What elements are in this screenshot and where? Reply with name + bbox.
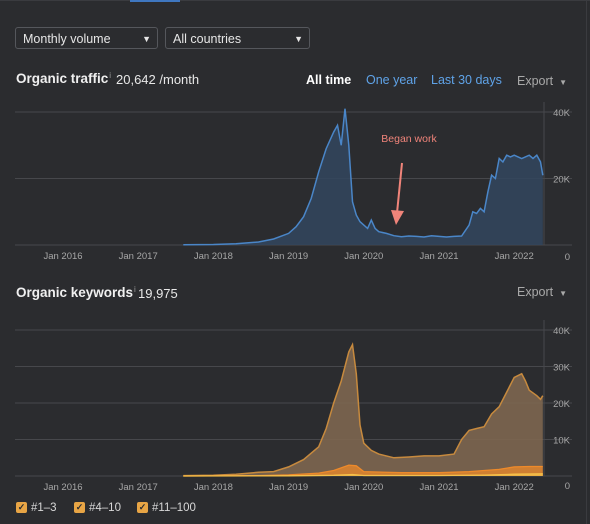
traffic-title-text: Organic traffic	[16, 71, 109, 86]
x-tick-label: Jan 2021	[419, 251, 458, 262]
caret-down-icon: ▼	[294, 34, 303, 44]
caret-down-icon: ▼	[559, 289, 568, 298]
traffic-export-label: Export	[517, 74, 554, 88]
annotation-arrowhead	[391, 210, 404, 225]
keywords-value: 19,975	[138, 286, 178, 301]
traffic-chart: 0 20K 40K Jan 2016 Jan 2017 Jan 2018 Jan 2019…	[15, 102, 572, 263]
series-pos11-100-line	[183, 342, 544, 477]
y-tick-label: 0	[565, 252, 570, 263]
keywords-title-text: Organic keywords	[16, 285, 134, 300]
series-pos4-10-line	[183, 464, 543, 477]
x-tick-label: Jan 2018	[194, 482, 233, 493]
x-tick-label: Jan 2018	[194, 251, 233, 262]
x-tick-label: Jan 2019	[269, 251, 308, 262]
x-tick-label: Jan 2016	[43, 482, 82, 493]
y-tick-label: 0	[565, 481, 570, 492]
country-select[interactable]: All countries ▼	[165, 27, 310, 49]
x-tick-label: Jan 2019	[269, 482, 308, 493]
checkbox-checked-icon[interactable]: ✓	[16, 502, 27, 514]
legend-item-pos11-100[interactable]: ✓ #11–100	[137, 502, 196, 516]
top-divider	[0, 0, 590, 1]
traffic-area	[183, 108, 543, 245]
x-tick-label: Jan 2022	[495, 251, 534, 262]
y-tick-label: 40K	[553, 108, 571, 119]
series-pos4-10-area	[183, 465, 543, 476]
traffic-export-button[interactable]: Export ▼	[517, 74, 567, 88]
keywords-title: Organic keywordsi	[16, 285, 136, 300]
range-one-year[interactable]: One year	[366, 73, 418, 87]
volume-select-value: Monthly volume	[23, 32, 111, 46]
series-pos1-3-line	[183, 473, 543, 477]
x-tick-label: Jan 2017	[119, 482, 158, 493]
keywords-chart: 0 10K 20K 30K 40K Jan 2016 Jan 2017 Jan 2018 Ja…	[15, 320, 572, 493]
active-tab-indicator	[130, 0, 180, 2]
traffic-value: 20,642 /month	[116, 72, 200, 87]
x-tick-label: Jan 2020	[344, 251, 383, 262]
legend-label: #1–3	[31, 502, 57, 514]
legend-item-pos1-3[interactable]: ✓ #1–3	[16, 502, 57, 516]
y-tick-label: 10K	[553, 436, 571, 447]
keywords-export-button[interactable]: Export ▼	[517, 285, 567, 299]
range-last-30-days[interactable]: Last 30 days	[431, 73, 502, 87]
y-tick-label: 30K	[553, 363, 571, 374]
info-icon[interactable]: i	[134, 285, 136, 294]
caret-down-icon: ▼	[559, 78, 568, 87]
range-all-time[interactable]: All time	[306, 73, 352, 87]
y-tick-label: 20K	[553, 399, 571, 410]
traffic-line	[183, 108, 544, 246]
checkbox-checked-icon[interactable]: ✓	[74, 502, 85, 514]
began-work-annotation: Began work	[381, 133, 437, 225]
volume-select[interactable]: Monthly volume ▼	[15, 27, 158, 49]
traffic-title: Organic traffici	[16, 71, 111, 86]
country-select-value: All countries	[173, 32, 242, 46]
y-tick-label: 20K	[553, 175, 571, 186]
x-tick-label: Jan 2021	[419, 482, 458, 493]
legend-item-pos4-10[interactable]: ✓ #4–10	[74, 502, 121, 516]
y-tick-label: 40K	[553, 326, 571, 337]
info-icon[interactable]: i	[109, 71, 112, 80]
checkbox-checked-icon[interactable]: ✓	[137, 502, 148, 514]
annotation-label: Began work	[381, 133, 437, 145]
caret-down-icon: ▼	[142, 34, 151, 44]
legend-label: #4–10	[89, 502, 121, 514]
right-divider	[586, 0, 587, 524]
series-pos11-100-area	[183, 344, 543, 476]
x-tick-label: Jan 2017	[119, 251, 158, 262]
annotation-arrow-icon	[396, 162, 403, 214]
keywords-export-label: Export	[517, 285, 554, 299]
x-tick-label: Jan 2022	[495, 482, 534, 493]
x-tick-label: Jan 2016	[43, 251, 82, 262]
legend-label: #11–100	[152, 502, 196, 514]
x-tick-label: Jan 2020	[344, 482, 383, 493]
